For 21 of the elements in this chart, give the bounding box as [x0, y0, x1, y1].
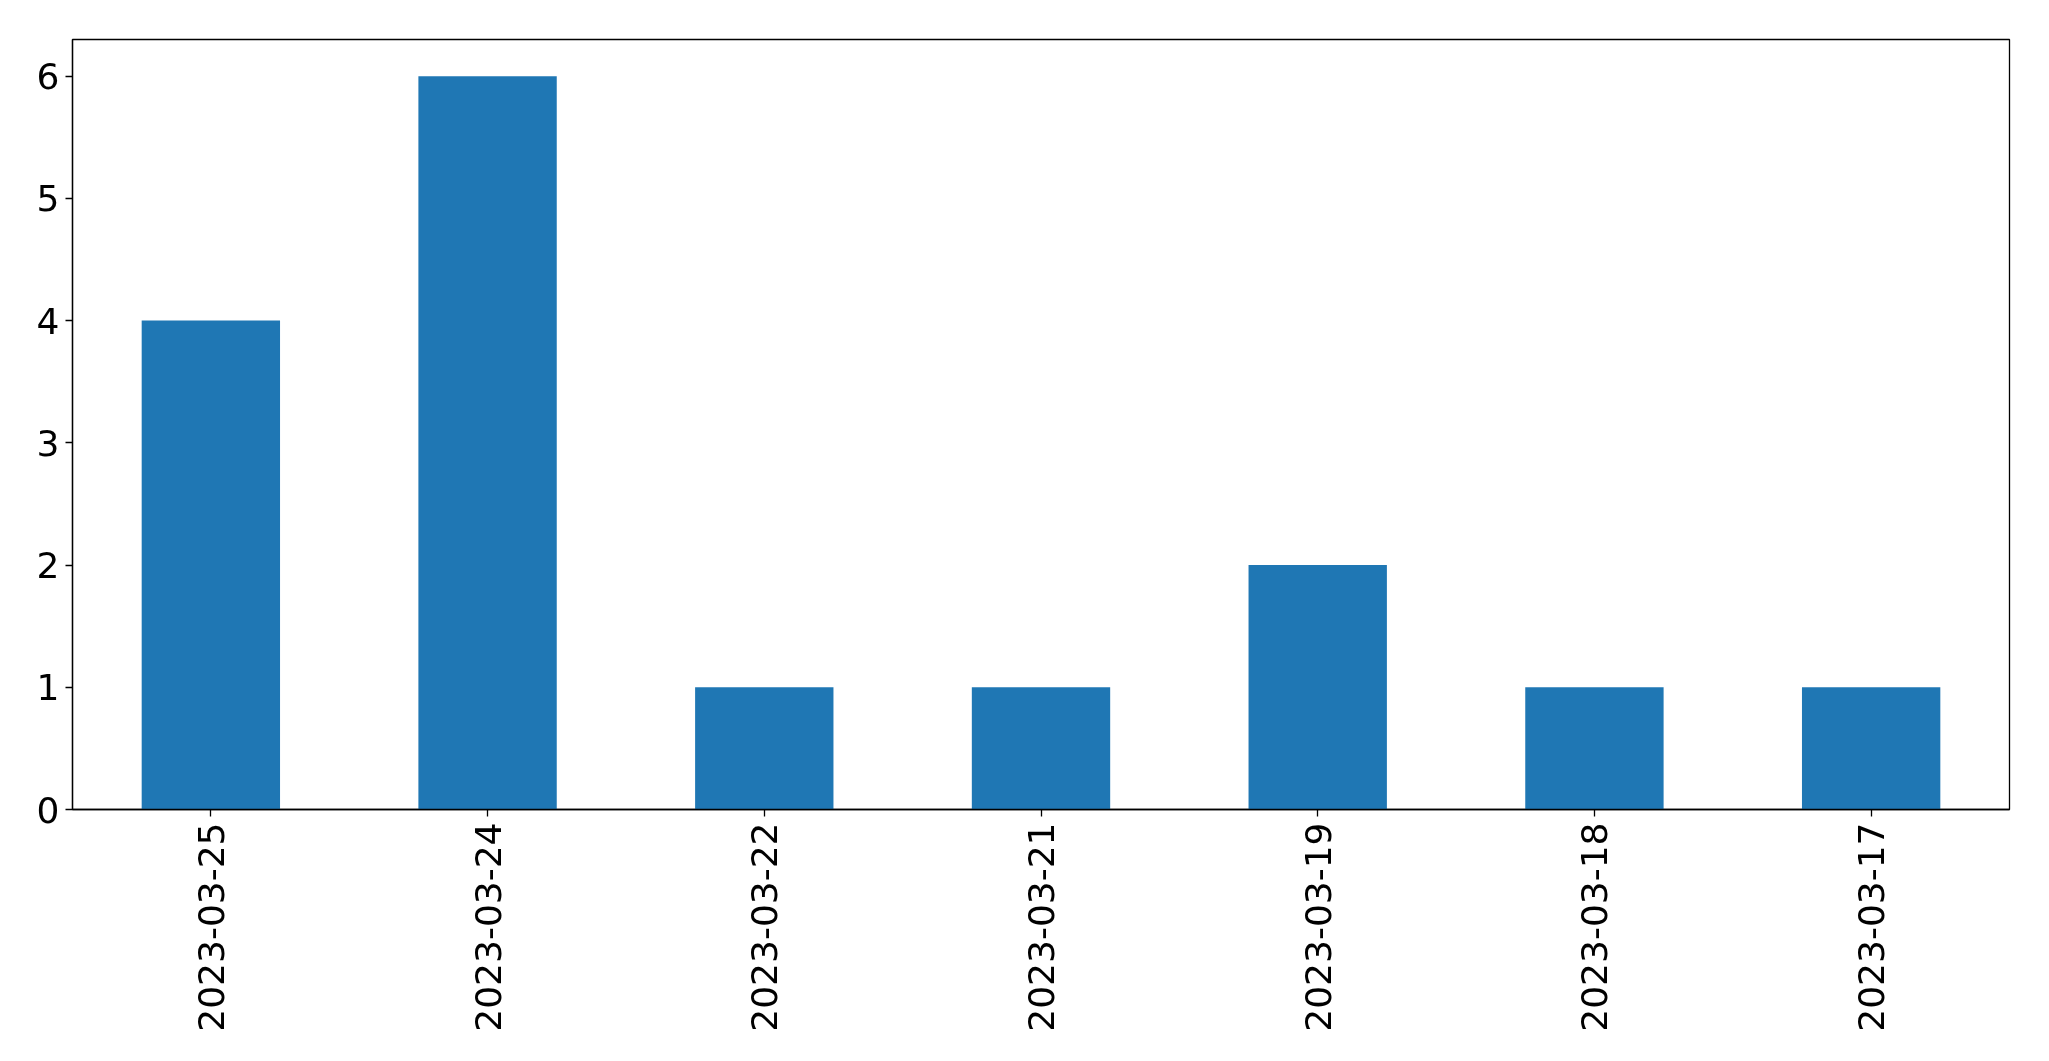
y-tick-label: 5 [36, 178, 60, 220]
y-tick-label: 0 [36, 789, 60, 831]
y-tick-label: 3 [36, 422, 60, 464]
y-tick-label: 4 [36, 300, 60, 342]
x-tick-label: 2023-03-25 [190, 822, 232, 1032]
x-tick-label: 2023-03-17 [1851, 822, 1893, 1032]
bar [141, 320, 281, 810]
x-tick-label: 2023-03-24 [467, 822, 509, 1032]
x-tick-label: 2023-03-21 [1021, 822, 1062, 1032]
x-tick-label: 2023-03-18 [1574, 822, 1616, 1032]
bar [695, 687, 834, 810]
bar [971, 687, 1111, 810]
x-tick-label: 2023-03-19 [1297, 822, 1339, 1032]
y-tick-label: 6 [36, 56, 60, 98]
x-tick-label: 2023-03-22 [744, 822, 786, 1032]
bar [418, 76, 557, 810]
bar [1525, 687, 1664, 810]
bar [1801, 687, 1941, 810]
y-tick-label: 1 [36, 667, 60, 709]
bar [1248, 565, 1387, 810]
y-tick-label: 2 [36, 545, 60, 587]
